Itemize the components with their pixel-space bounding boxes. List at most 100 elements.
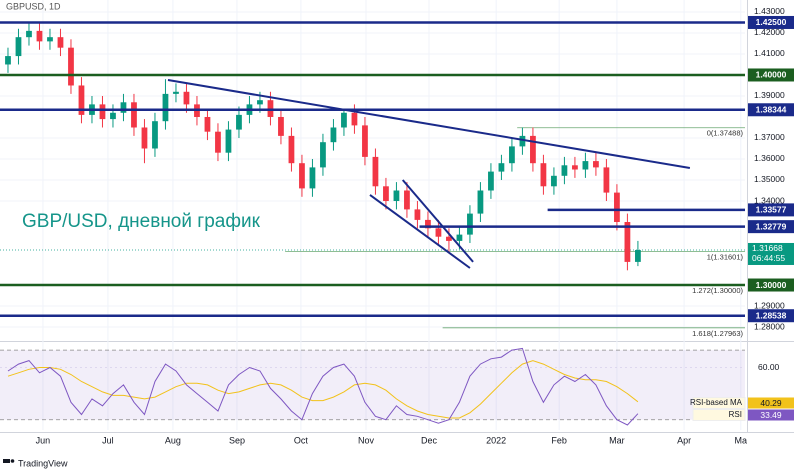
candle-body xyxy=(288,135,295,164)
candle-body xyxy=(257,100,263,105)
candle-body xyxy=(540,163,547,187)
x-tick-label: Dec xyxy=(421,435,438,445)
candle-body xyxy=(593,161,599,168)
x-tick-label: Mar xyxy=(609,435,625,445)
candle-body xyxy=(561,165,568,176)
level-label-box xyxy=(748,278,794,292)
y-tick-label: 1.36000 xyxy=(754,153,785,163)
x-tick-label: Aug xyxy=(165,435,181,445)
level-label-box xyxy=(748,68,794,82)
brand: TradingView xyxy=(18,458,68,468)
candle-body xyxy=(236,114,242,130)
trendline xyxy=(401,179,474,263)
x-tick-label: Ma xyxy=(735,435,748,445)
candle-body xyxy=(131,102,137,128)
level-label-box xyxy=(748,15,794,29)
last-price-box xyxy=(748,242,794,265)
candle-body xyxy=(68,47,74,86)
level-label-box xyxy=(748,220,794,234)
candle-body xyxy=(215,131,221,153)
level-label: 1.33577 xyxy=(756,205,787,215)
x-tick-label: Apr xyxy=(677,435,691,445)
level-label: 1.32779 xyxy=(756,221,787,231)
y-tick-label: 1.39000 xyxy=(754,90,785,100)
candle-body xyxy=(404,190,410,210)
logo-mark xyxy=(10,459,15,463)
candle-body xyxy=(362,125,368,157)
candle-body xyxy=(173,91,179,94)
rsi-line xyxy=(7,347,639,426)
x-tick-label: Oct xyxy=(294,435,309,445)
rsi-line xyxy=(7,360,639,419)
legend-value-box xyxy=(748,397,794,409)
candle-body xyxy=(15,37,22,57)
y-tick-label: 1.41000 xyxy=(754,48,785,58)
candle-body xyxy=(446,236,452,241)
level-label: 1.42500 xyxy=(756,17,787,27)
candle-body xyxy=(572,165,578,170)
candle-body xyxy=(110,112,116,120)
x-tick-label: Jul xyxy=(102,435,114,445)
x-tick-label: Jun xyxy=(36,435,51,445)
candle-body xyxy=(603,167,610,193)
candle-body xyxy=(498,163,505,172)
y-tick-label: 1.43000 xyxy=(754,6,785,16)
legend-label: RSI-based MA xyxy=(690,398,743,407)
level-label-box xyxy=(748,203,794,217)
legend-value: 33.49 xyxy=(760,410,782,420)
legend-label: RSI xyxy=(729,410,742,419)
x-tick-label: Feb xyxy=(551,435,567,445)
x-tick-label: Sep xyxy=(229,435,245,445)
axes: Jun Jul Aug Sep Oct Nov Dec 2022 Feb Mar Apr Ma 1.43… xyxy=(36,6,794,445)
candle-body xyxy=(309,167,316,189)
fib-label: 0(1.37488) xyxy=(707,129,744,138)
legend-box xyxy=(692,409,746,421)
candle-body xyxy=(351,112,358,126)
candle-body xyxy=(162,93,169,122)
levels xyxy=(0,21,745,317)
candle-body xyxy=(183,91,190,105)
trendline xyxy=(369,194,471,269)
candle-body xyxy=(36,30,43,42)
candle-body xyxy=(120,102,127,113)
candle-body xyxy=(78,85,85,115)
candle-body xyxy=(225,129,232,153)
y-tick-label: 1.34000 xyxy=(754,195,785,205)
level-label-box xyxy=(748,103,794,117)
candle-body xyxy=(582,161,589,170)
candle-body xyxy=(320,142,326,168)
candle-body xyxy=(299,163,305,189)
candle-body xyxy=(99,104,106,120)
candle-body xyxy=(152,121,158,149)
candle-body xyxy=(519,135,526,147)
candle-body xyxy=(47,37,53,42)
candle-body xyxy=(341,112,347,128)
y-tick-label: 1.42000 xyxy=(754,27,785,37)
brand-logo: TradingView xyxy=(3,458,68,468)
candle-body xyxy=(26,30,32,38)
legend-box xyxy=(692,397,746,409)
legend-value-box xyxy=(748,409,794,421)
candle-body xyxy=(5,56,11,65)
candle-body xyxy=(530,135,536,164)
candle-body xyxy=(414,209,421,220)
rsi-tick-label: 60.00 xyxy=(758,362,780,372)
candle-body xyxy=(456,234,463,241)
candle-body xyxy=(624,222,631,262)
countdown-label: 06:44:55 xyxy=(752,253,785,263)
y-tick-label: 1.35000 xyxy=(754,174,785,184)
candle-body xyxy=(435,228,442,237)
candle-body xyxy=(383,186,389,201)
fib-levels: 0(1.37488) 1(1.31601) 1.272(1.30000) 1.618(… xyxy=(0,127,745,338)
candle-body xyxy=(477,190,484,214)
fib-label: 1.272(1.30000) xyxy=(692,286,743,295)
candle-body xyxy=(278,116,284,136)
annotation: GBP/USD, дневной график xyxy=(22,211,261,232)
trendlines xyxy=(167,79,691,269)
trendline xyxy=(167,79,691,170)
candle-body xyxy=(425,219,431,229)
candle-body xyxy=(330,127,337,143)
rsi-pane xyxy=(0,347,745,426)
last-price-label: 1.31668 xyxy=(752,243,783,253)
